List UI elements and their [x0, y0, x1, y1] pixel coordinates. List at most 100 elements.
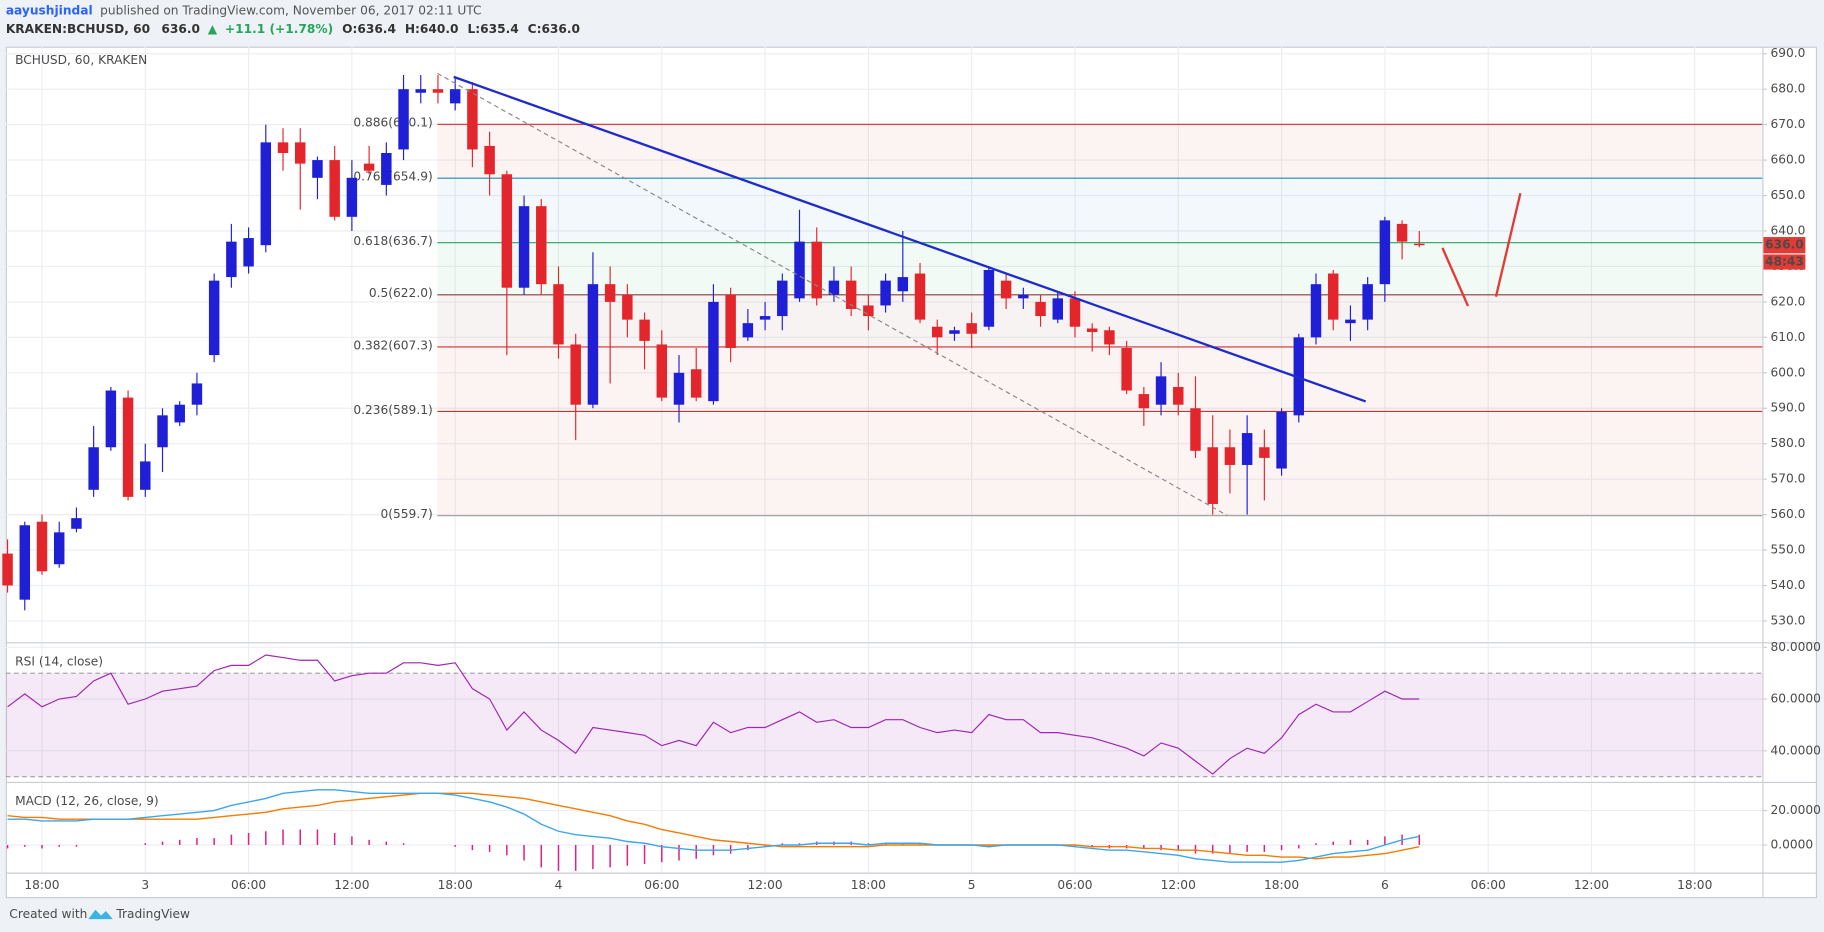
candle-body	[708, 301, 719, 402]
candle-body	[157, 415, 168, 448]
candle-body	[1000, 280, 1012, 299]
header-line: aayushjindal published on TradingView.co…	[6, 3, 482, 17]
y-tick-label: 570.0	[1770, 472, 1805, 486]
arrow: ▲	[208, 22, 218, 36]
candle-body	[1190, 408, 1201, 451]
x-tick-label: 5	[968, 878, 976, 892]
candle-body	[329, 160, 340, 217]
candle-body	[863, 305, 874, 317]
candle-body	[88, 447, 99, 490]
footer-brand[interactable]: TradingView	[115, 907, 190, 921]
candle-body	[1138, 394, 1150, 409]
candle-body	[1104, 330, 1115, 345]
candle-body	[1086, 328, 1098, 333]
y-tick-label: 650.0	[1770, 188, 1805, 202]
macd-title: MACD (12, 26, close, 9)	[15, 794, 159, 808]
candle-body	[828, 280, 840, 295]
y-tick-label: 690.0	[1770, 46, 1805, 60]
candle-body	[604, 284, 616, 302]
fib-band	[437, 411, 1763, 516]
candle-body	[432, 89, 444, 93]
candle-body	[140, 461, 151, 490]
separators	[5, 46, 1818, 897]
candle-body	[1121, 347, 1132, 391]
fib-label: 0.886(670.1)	[353, 116, 432, 130]
y-tick-label: 640.0	[1770, 223, 1805, 237]
candle-body	[467, 89, 478, 150]
fib-band	[437, 124, 1763, 179]
fib-label: 0.618(636.7)	[353, 234, 432, 248]
candle-body	[501, 174, 513, 288]
candle-body	[656, 344, 668, 398]
grid	[5, 46, 1763, 873]
candle-body	[1345, 319, 1356, 324]
fib-label: 0(559.7)	[381, 507, 433, 521]
price-tag-label: 636.0	[1765, 238, 1804, 252]
x-tick-label: 3	[141, 878, 149, 892]
candle-body	[673, 372, 685, 405]
candle-body	[759, 316, 771, 320]
y-tick-label: 530.0	[1770, 613, 1805, 627]
candle-body	[1379, 220, 1391, 285]
candle-body	[1310, 284, 1322, 338]
candle-body	[71, 518, 82, 529]
fib-label: 0.382(607.3)	[353, 338, 432, 352]
y-tick-label: 670.0	[1770, 117, 1805, 131]
candle-body	[742, 323, 754, 338]
y-tick-label: 680.0	[1770, 82, 1805, 96]
fib-band	[437, 178, 1763, 243]
candle-body	[1155, 376, 1167, 405]
x-tick-label: 18:00	[1677, 878, 1712, 892]
x-tick-label: 18:00	[24, 878, 59, 892]
candle-body	[880, 280, 891, 306]
candle-body	[518, 206, 530, 288]
x-tick-label: 12:00	[1161, 878, 1196, 892]
y-tick-label: 60.0000	[1770, 692, 1820, 706]
fib-band	[437, 242, 1763, 295]
rsi-title: RSI (14, close)	[15, 655, 103, 669]
candle-body	[845, 280, 857, 309]
author[interactable]: aayushjindal	[6, 3, 93, 17]
candle-body	[536, 206, 547, 285]
x-tick-label: 6	[1381, 878, 1389, 892]
change: +11.1 (+1.78%)	[225, 22, 333, 36]
candle-body	[1173, 386, 1184, 405]
candle-body	[1069, 298, 1081, 327]
candle-body	[570, 344, 581, 405]
macd-line	[7, 789, 1420, 863]
open: O:636.4	[342, 22, 396, 36]
candle-body	[398, 89, 409, 150]
y-tick-label: 600.0	[1770, 365, 1805, 379]
fib-label: 0.764(654.9)	[353, 170, 432, 184]
candle-body	[949, 330, 960, 334]
footer-created: Created with	[9, 907, 87, 921]
drawings	[437, 72, 1522, 516]
candle-body	[449, 89, 461, 104]
published: published on TradingView.com, November 0…	[100, 3, 481, 17]
candle-body	[2, 553, 13, 586]
x-tick-label: 12:00	[1574, 878, 1609, 892]
candle-body	[122, 397, 134, 497]
candle-body	[1035, 301, 1046, 317]
y-tick-label: 660.0	[1770, 153, 1805, 167]
candle-body	[725, 294, 736, 348]
x-tick-label: 18:00	[1264, 878, 1299, 892]
candle-body	[794, 241, 805, 299]
candle-body	[622, 294, 633, 320]
candle-body	[1207, 447, 1218, 504]
candle-body	[19, 525, 31, 600]
candle-body	[415, 89, 426, 93]
x-tick-label: 06:00	[644, 878, 679, 892]
y-tick-label: 40.0000	[1770, 743, 1820, 757]
candle-body	[932, 326, 943, 338]
y-tick-label: 80.0000	[1770, 640, 1820, 654]
candle-body	[226, 241, 237, 278]
candle-body	[983, 269, 995, 327]
fib-label: 0.5(622.0)	[369, 286, 433, 300]
high: H:640.0	[405, 22, 459, 36]
candle-body	[1241, 433, 1253, 465]
countdown: 48:43	[1765, 255, 1804, 269]
candle-body	[966, 323, 977, 334]
x-tick-label: 4	[555, 878, 563, 892]
